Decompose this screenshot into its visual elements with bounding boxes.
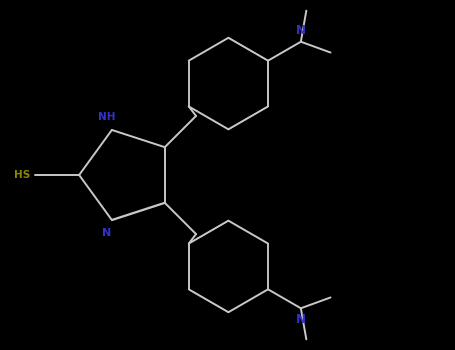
- Text: N: N: [296, 313, 306, 326]
- Text: NH: NH: [98, 112, 116, 122]
- Text: N: N: [102, 228, 112, 238]
- Text: N: N: [296, 24, 306, 37]
- Text: HS: HS: [14, 170, 30, 180]
